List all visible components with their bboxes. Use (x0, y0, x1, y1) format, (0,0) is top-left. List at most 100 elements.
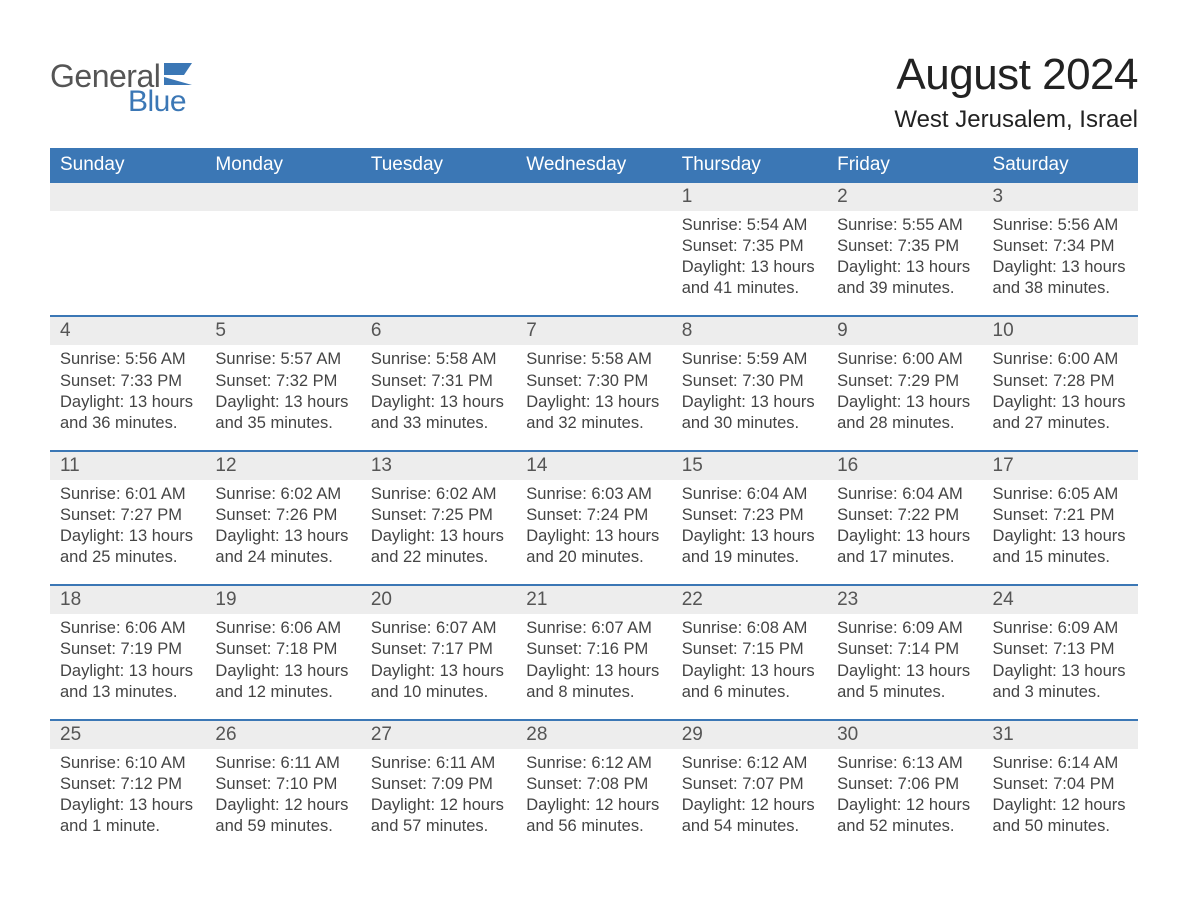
day-cell: 10Sunrise: 6:00 AMSunset: 7:28 PMDayligh… (983, 317, 1138, 449)
day-cell: 31Sunrise: 6:14 AMSunset: 7:04 PMDayligh… (983, 721, 1138, 853)
day-dl1: Daylight: 12 hours (371, 795, 508, 816)
day-cell: 15Sunrise: 6:04 AMSunset: 7:23 PMDayligh… (672, 452, 827, 584)
day-body: Sunrise: 6:10 AMSunset: 7:12 PMDaylight:… (50, 749, 205, 837)
day-number: 23 (827, 586, 982, 614)
day-sunrise: Sunrise: 6:02 AM (215, 484, 352, 505)
day-number (50, 183, 205, 211)
day-dl2: and 6 minutes. (682, 682, 819, 703)
day-number: 9 (827, 317, 982, 345)
weekday-header: Sunday Monday Tuesday Wednesday Thursday… (50, 148, 1138, 183)
day-dl2: and 19 minutes. (682, 547, 819, 568)
day-body: Sunrise: 6:14 AMSunset: 7:04 PMDaylight:… (983, 749, 1138, 837)
day-dl1: Daylight: 13 hours (993, 526, 1130, 547)
day-number: 12 (205, 452, 360, 480)
month-title: August 2024 (894, 50, 1138, 100)
day-sunset: Sunset: 7:30 PM (682, 371, 819, 392)
day-sunset: Sunset: 7:06 PM (837, 774, 974, 795)
day-dl2: and 24 minutes. (215, 547, 352, 568)
day-dl2: and 39 minutes. (837, 278, 974, 299)
day-number: 20 (361, 586, 516, 614)
day-number: 24 (983, 586, 1138, 614)
day-cell: 21Sunrise: 6:07 AMSunset: 7:16 PMDayligh… (516, 586, 671, 718)
day-sunrise: Sunrise: 6:11 AM (215, 753, 352, 774)
day-cell: 6Sunrise: 5:58 AMSunset: 7:31 PMDaylight… (361, 317, 516, 449)
day-dl2: and 8 minutes. (526, 682, 663, 703)
day-sunrise: Sunrise: 6:11 AM (371, 753, 508, 774)
day-number: 21 (516, 586, 671, 614)
day-sunset: Sunset: 7:19 PM (60, 639, 197, 660)
day-sunset: Sunset: 7:18 PM (215, 639, 352, 660)
day-cell: 27Sunrise: 6:11 AMSunset: 7:09 PMDayligh… (361, 721, 516, 853)
day-dl1: Daylight: 13 hours (837, 526, 974, 547)
day-dl1: Daylight: 13 hours (371, 526, 508, 547)
day-sunset: Sunset: 7:28 PM (993, 371, 1130, 392)
day-sunrise: Sunrise: 6:09 AM (993, 618, 1130, 639)
day-sunset: Sunset: 7:16 PM (526, 639, 663, 660)
day-dl2: and 59 minutes. (215, 816, 352, 837)
day-number: 31 (983, 721, 1138, 749)
day-number: 6 (361, 317, 516, 345)
day-sunset: Sunset: 7:24 PM (526, 505, 663, 526)
day-dl1: Daylight: 12 hours (682, 795, 819, 816)
day-dl2: and 10 minutes. (371, 682, 508, 703)
day-dl1: Daylight: 12 hours (526, 795, 663, 816)
day-cell: 30Sunrise: 6:13 AMSunset: 7:06 PMDayligh… (827, 721, 982, 853)
day-body: Sunrise: 5:58 AMSunset: 7:30 PMDaylight:… (516, 345, 671, 433)
day-cell: 22Sunrise: 6:08 AMSunset: 7:15 PMDayligh… (672, 586, 827, 718)
day-sunset: Sunset: 7:35 PM (682, 236, 819, 257)
day-sunrise: Sunrise: 5:56 AM (60, 349, 197, 370)
day-sunset: Sunset: 7:21 PM (993, 505, 1130, 526)
day-dl1: Daylight: 12 hours (837, 795, 974, 816)
day-sunrise: Sunrise: 6:04 AM (837, 484, 974, 505)
day-sunrise: Sunrise: 5:59 AM (682, 349, 819, 370)
day-number: 3 (983, 183, 1138, 211)
day-body: Sunrise: 5:56 AMSunset: 7:34 PMDaylight:… (983, 211, 1138, 299)
day-number: 25 (50, 721, 205, 749)
day-sunrise: Sunrise: 6:12 AM (526, 753, 663, 774)
day-number: 17 (983, 452, 1138, 480)
day-sunset: Sunset: 7:04 PM (993, 774, 1130, 795)
day-dl1: Daylight: 13 hours (993, 392, 1130, 413)
day-sunset: Sunset: 7:23 PM (682, 505, 819, 526)
day-cell: 9Sunrise: 6:00 AMSunset: 7:29 PMDaylight… (827, 317, 982, 449)
day-number: 15 (672, 452, 827, 480)
day-body: Sunrise: 6:13 AMSunset: 7:06 PMDaylight:… (827, 749, 982, 837)
day-cell: 23Sunrise: 6:09 AMSunset: 7:14 PMDayligh… (827, 586, 982, 718)
day-sunrise: Sunrise: 6:01 AM (60, 484, 197, 505)
day-sunset: Sunset: 7:22 PM (837, 505, 974, 526)
day-body: Sunrise: 6:02 AMSunset: 7:26 PMDaylight:… (205, 480, 360, 568)
title-block: August 2024 West Jerusalem, Israel (894, 50, 1138, 134)
day-number: 14 (516, 452, 671, 480)
day-sunrise: Sunrise: 6:12 AM (682, 753, 819, 774)
day-body: Sunrise: 5:54 AMSunset: 7:35 PMDaylight:… (672, 211, 827, 299)
day-dl2: and 1 minute. (60, 816, 197, 837)
day-dl1: Daylight: 13 hours (526, 392, 663, 413)
day-sunset: Sunset: 7:17 PM (371, 639, 508, 660)
day-cell: 18Sunrise: 6:06 AMSunset: 7:19 PMDayligh… (50, 586, 205, 718)
day-sunset: Sunset: 7:33 PM (60, 371, 197, 392)
day-number: 2 (827, 183, 982, 211)
day-dl2: and 52 minutes. (837, 816, 974, 837)
day-body: Sunrise: 6:04 AMSunset: 7:22 PMDaylight:… (827, 480, 982, 568)
day-dl1: Daylight: 13 hours (682, 661, 819, 682)
day-number: 26 (205, 721, 360, 749)
day-sunrise: Sunrise: 6:06 AM (215, 618, 352, 639)
day-cell: 12Sunrise: 6:02 AMSunset: 7:26 PMDayligh… (205, 452, 360, 584)
day-cell (516, 183, 671, 315)
day-sunset: Sunset: 7:13 PM (993, 639, 1130, 660)
day-dl2: and 38 minutes. (993, 278, 1130, 299)
day-sunset: Sunset: 7:27 PM (60, 505, 197, 526)
day-number: 7 (516, 317, 671, 345)
day-cell: 7Sunrise: 5:58 AMSunset: 7:30 PMDaylight… (516, 317, 671, 449)
day-body: Sunrise: 6:01 AMSunset: 7:27 PMDaylight:… (50, 480, 205, 568)
day-number: 28 (516, 721, 671, 749)
day-dl1: Daylight: 13 hours (215, 526, 352, 547)
day-dl1: Daylight: 12 hours (215, 795, 352, 816)
day-number: 27 (361, 721, 516, 749)
day-sunset: Sunset: 7:31 PM (371, 371, 508, 392)
day-dl1: Daylight: 13 hours (837, 661, 974, 682)
day-dl1: Daylight: 13 hours (526, 526, 663, 547)
day-dl1: Daylight: 13 hours (215, 392, 352, 413)
day-cell: 17Sunrise: 6:05 AMSunset: 7:21 PMDayligh… (983, 452, 1138, 584)
day-number: 5 (205, 317, 360, 345)
